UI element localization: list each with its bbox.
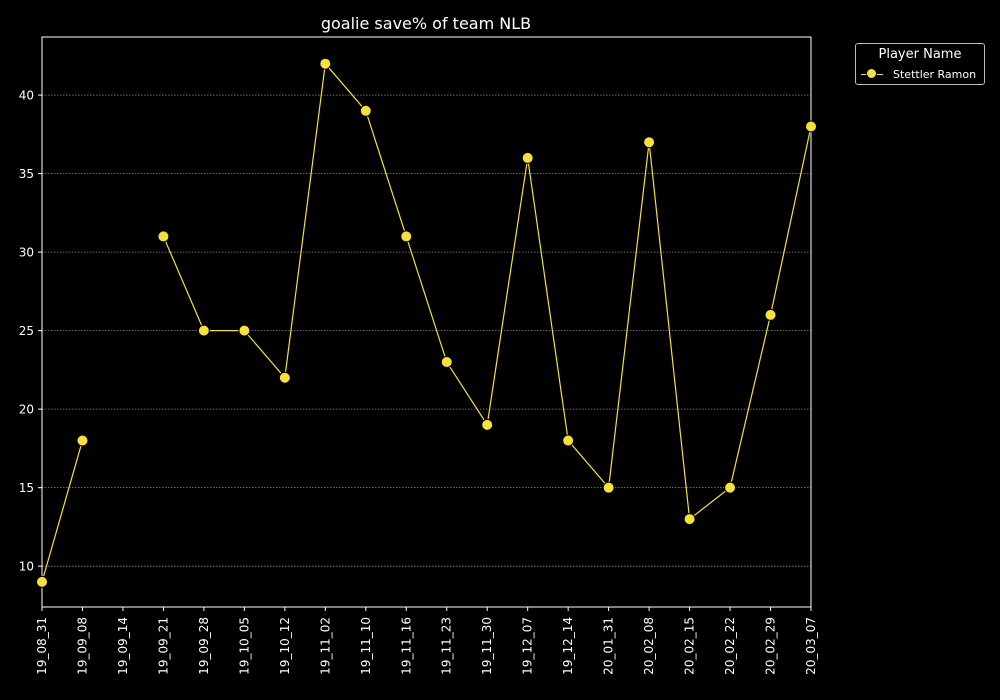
data-point [440,356,453,369]
series-line [41,440,84,583]
data-point [359,104,372,117]
x-tick-label: 19_11_16 [399,617,413,675]
series-line [162,62,812,521]
data-point [805,120,817,133]
x-tick-label: 19_10_05 [237,617,251,675]
data-point [400,230,413,243]
x-tick-label: 19_09_08 [75,617,89,675]
y-tick-label: 15 [19,481,34,495]
legend-item: Stettler Ramon [859,67,983,83]
x-tick-label: 19_11_23 [440,617,454,675]
y-tick-label: 25 [19,324,34,338]
data-point [724,481,737,494]
chart-title: goalie save% of team NLB [321,14,531,33]
y-tick-label: 35 [19,167,34,181]
x-tick-label: 20_03_07 [804,617,818,675]
y-tick-label: 40 [19,89,34,103]
y-tick-label: 30 [19,246,34,260]
x-tick-label: 20_01_31 [602,617,616,675]
x-tick-label: 19_12_07 [521,617,535,675]
legend-series-label: Stettler Ramon [893,68,977,81]
x-tick-label: 20_02_29 [764,617,778,675]
x-tick-label: 20_02_22 [723,617,737,675]
legend-title: Player Name [878,47,962,62]
legend: Player Name Stettler Ramon [855,43,985,85]
data-point [36,575,48,588]
x-tick-label: 19_10_12 [278,617,292,675]
x-tick-label: 19_09_14 [116,617,130,675]
data-point [562,434,575,447]
x-tick-label: 19_11_10 [359,617,373,675]
x-tick-label: 19_11_30 [480,617,494,675]
data-point [76,434,89,447]
data-point [764,308,777,321]
data-point [683,513,696,526]
x-tick-label: 20_02_08 [642,617,656,675]
axes-layer: 10 15 20 25 30 35 40 19_08_31 19_09_08 19_09_14 19… [19,36,818,675]
data-point [157,230,170,243]
plot-frame [41,36,812,608]
x-tick-label: 20_02_15 [683,617,697,675]
x-tick-label: 19_12_14 [561,617,575,675]
data-point [197,324,210,337]
x-tick-label: 19_08_31 [35,617,49,675]
grid-layer [42,94,811,567]
x-tick-label: 19_11_02 [318,617,332,675]
data-point [521,151,534,164]
data-point [602,481,615,494]
data-point [319,57,332,70]
y-tick-label: 10 [19,560,34,574]
legend-marker-swatch [866,68,877,79]
y-tick-label: 20 [19,403,34,417]
data-point [278,371,291,384]
data-point [481,418,494,431]
data-point [643,136,656,149]
x-tick-label: 19_09_21 [156,617,170,675]
x-tick-label: 19_09_28 [197,617,211,675]
data-point [238,324,251,337]
series-layer [36,57,817,588]
